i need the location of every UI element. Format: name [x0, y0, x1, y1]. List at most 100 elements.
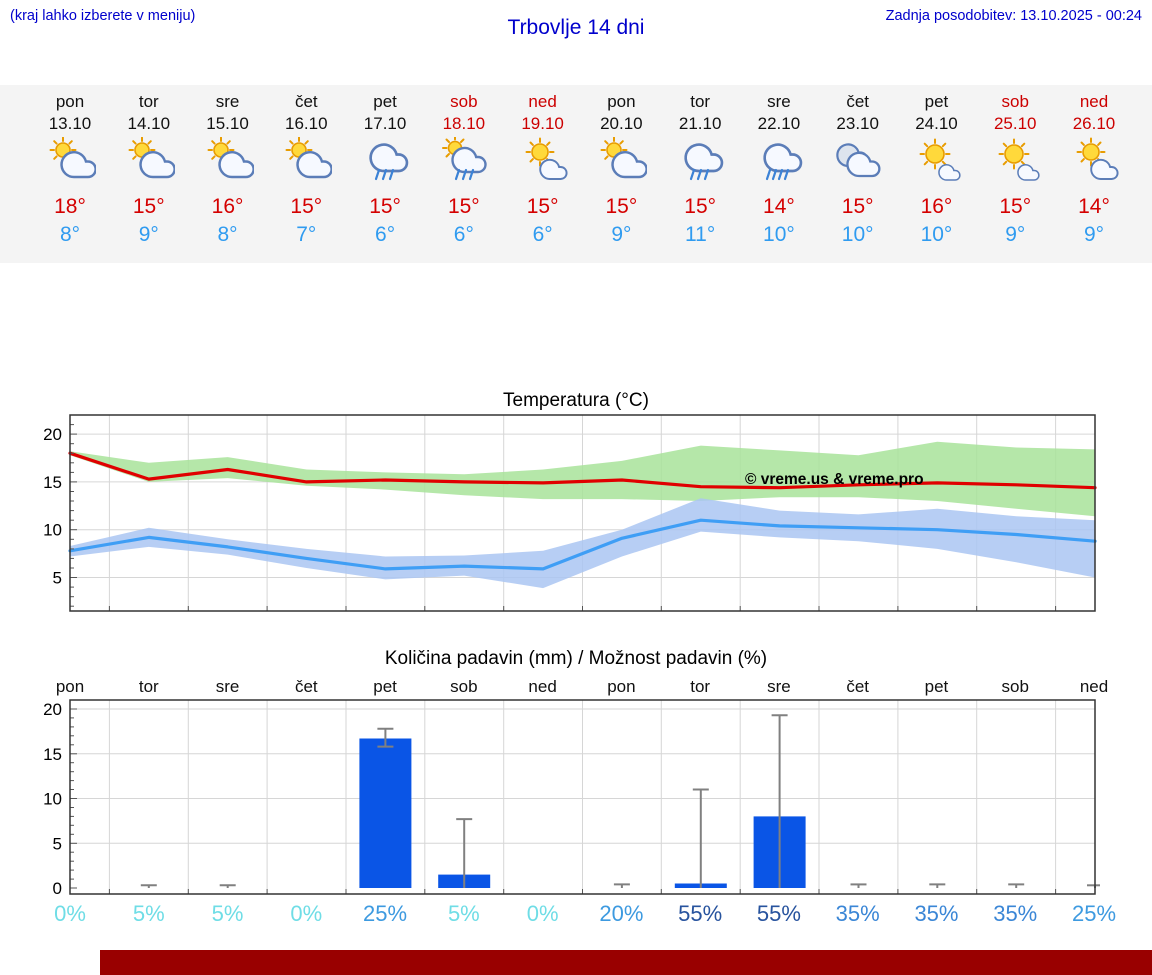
- day-date: 18.10: [442, 114, 486, 133]
- partly-cloudy-icon: [280, 136, 334, 183]
- high-temp: 14°: [763, 195, 795, 218]
- low-temp: 8°: [217, 223, 238, 246]
- day-name: sre: [767, 92, 791, 111]
- sun-rain-icon: [438, 135, 490, 183]
- mostly-sunny-icon: [989, 137, 1041, 183]
- day-date: 24.10: [915, 114, 958, 133]
- precip-day-label: sob: [1001, 677, 1029, 696]
- day-name: pet: [373, 92, 397, 111]
- sun-cloud-icon: [1068, 137, 1120, 183]
- precip-probability: 35%: [835, 901, 880, 926]
- high-temp: 15°: [999, 195, 1032, 218]
- precip-chart-title: Količina padavin (mm) / Možnost padavin …: [384, 648, 768, 669]
- day-date: 15.10: [206, 114, 249, 133]
- rain-icon: [674, 137, 726, 183]
- svg-text:20: 20: [43, 700, 62, 719]
- day-column: ned 19.10 15° 6°: [503, 85, 583, 246]
- high-temp: 15°: [369, 195, 401, 218]
- day-column: sob 25.10 15° 9°: [975, 85, 1055, 246]
- high-temp: 15°: [132, 195, 165, 218]
- day-column: pet 17.10 15° 6°: [345, 85, 425, 246]
- precip-probability: 55%: [678, 901, 723, 926]
- precip-probability: 35%: [993, 901, 1038, 926]
- precip-day-label: pon: [607, 677, 636, 696]
- high-temp: 15°: [684, 195, 717, 218]
- low-temp: 9°: [1083, 223, 1105, 246]
- high-temp: 15°: [447, 195, 480, 218]
- low-temp: 11°: [685, 223, 716, 246]
- low-temp: 9°: [138, 223, 159, 246]
- partly-cloudy-icon: [44, 136, 97, 183]
- day-name: tor: [138, 92, 159, 111]
- svg-text:5: 5: [53, 569, 62, 588]
- precip-probability: 5%: [211, 901, 244, 926]
- partly-cloudy-icon: [595, 136, 649, 183]
- day-date: 26.10: [1072, 114, 1116, 133]
- high-temp: 15°: [605, 195, 638, 218]
- svg-text:10: 10: [43, 790, 62, 809]
- day-date: 16.10: [285, 114, 328, 133]
- day-date: 17.10: [363, 114, 407, 133]
- day-name: pon: [55, 92, 85, 111]
- precip-day-label: tor: [138, 677, 159, 696]
- svg-text:10: 10: [43, 521, 62, 540]
- day-column: pon 20.10 15° 9°: [581, 85, 661, 246]
- day-name: ned: [528, 92, 557, 111]
- cloudy-icon: [832, 137, 884, 183]
- precip-day-label: ned: [1079, 677, 1109, 696]
- precip-day-label: pet: [373, 677, 397, 696]
- forecast-strip: pon 13.10 18° 8° tor 14.10 15° 9° sre 15.10 16° 8° č…: [0, 85, 1152, 263]
- page-title: Trbovlje 14 dni: [507, 16, 645, 39]
- svg-text:20: 20: [43, 425, 62, 444]
- svg-text:15: 15: [43, 473, 62, 492]
- low-temp: 6°: [453, 223, 474, 246]
- precip-probability: 25%: [1071, 901, 1117, 926]
- high-temp: 18°: [54, 195, 86, 218]
- day-date: 13.10: [48, 114, 92, 133]
- partly-cloudy-icon: [202, 136, 255, 183]
- day-column: tor 14.10 15° 9°: [109, 85, 189, 246]
- day-date: 25.10: [993, 114, 1037, 133]
- temperature-chart: 5 10 15 20 © vreme.us & vreme.pro: [43, 414, 1097, 612]
- precip-probability: 0%: [54, 901, 86, 926]
- svg-text:5: 5: [53, 834, 62, 853]
- rain-icon: [359, 137, 411, 183]
- day-name: ned: [1079, 92, 1109, 111]
- day-column: pet 24.10 16° 10°: [896, 85, 976, 246]
- svg-text:0: 0: [53, 879, 62, 898]
- day-date: 22.10: [757, 114, 801, 133]
- day-date: 20.10: [600, 114, 643, 133]
- last-updated: Zadnja posodobitev: 13.10.2025 - 00:24: [885, 8, 1142, 24]
- high-temp: 15°: [841, 195, 874, 218]
- high-temp: 16°: [920, 195, 953, 218]
- day-column: sob 18.10 15° 6°: [424, 85, 504, 246]
- precipitation-chart: 0 5 10 15 20: [43, 699, 1100, 898]
- sun-cloud-icon: [517, 137, 569, 183]
- day-column: sre 15.10 16° 8°: [188, 85, 268, 246]
- temperature-chart-title: Temperatura (°C): [503, 390, 649, 411]
- low-temp: 7°: [296, 223, 317, 246]
- precip-day-label: pon: [55, 677, 85, 696]
- precip-probability: 0%: [290, 901, 323, 926]
- day-date: 23.10: [836, 114, 879, 133]
- precip-day-label: sre: [215, 677, 240, 696]
- low-temp: 10°: [920, 223, 953, 246]
- day-column: ned 26.10 14° 9°: [1054, 85, 1134, 246]
- day-column: tor 21.10 15° 11°: [660, 85, 740, 246]
- day-date: 14.10: [127, 114, 171, 133]
- low-temp: 9°: [611, 223, 632, 246]
- high-temp: 16°: [211, 195, 244, 218]
- low-temp: 8°: [59, 223, 81, 246]
- day-date: 19.10: [521, 114, 564, 133]
- precip-day-labels: pon tor sre čet pet sob ned pon tor sre čet pet sob n…: [0, 677, 1152, 697]
- watermark: © vreme.us & vreme.pro: [745, 471, 924, 488]
- day-name: pet: [924, 92, 949, 111]
- precip-probability: 25%: [363, 901, 408, 926]
- day-name: sob: [1001, 92, 1029, 111]
- precip-probability: 5%: [447, 901, 480, 926]
- precip-day-label: čet: [294, 677, 318, 696]
- precip-day-label: čet: [846, 677, 870, 696]
- precip-probability: 5%: [132, 901, 165, 926]
- precip-day-label: ned: [528, 677, 557, 696]
- day-name: tor: [690, 92, 711, 111]
